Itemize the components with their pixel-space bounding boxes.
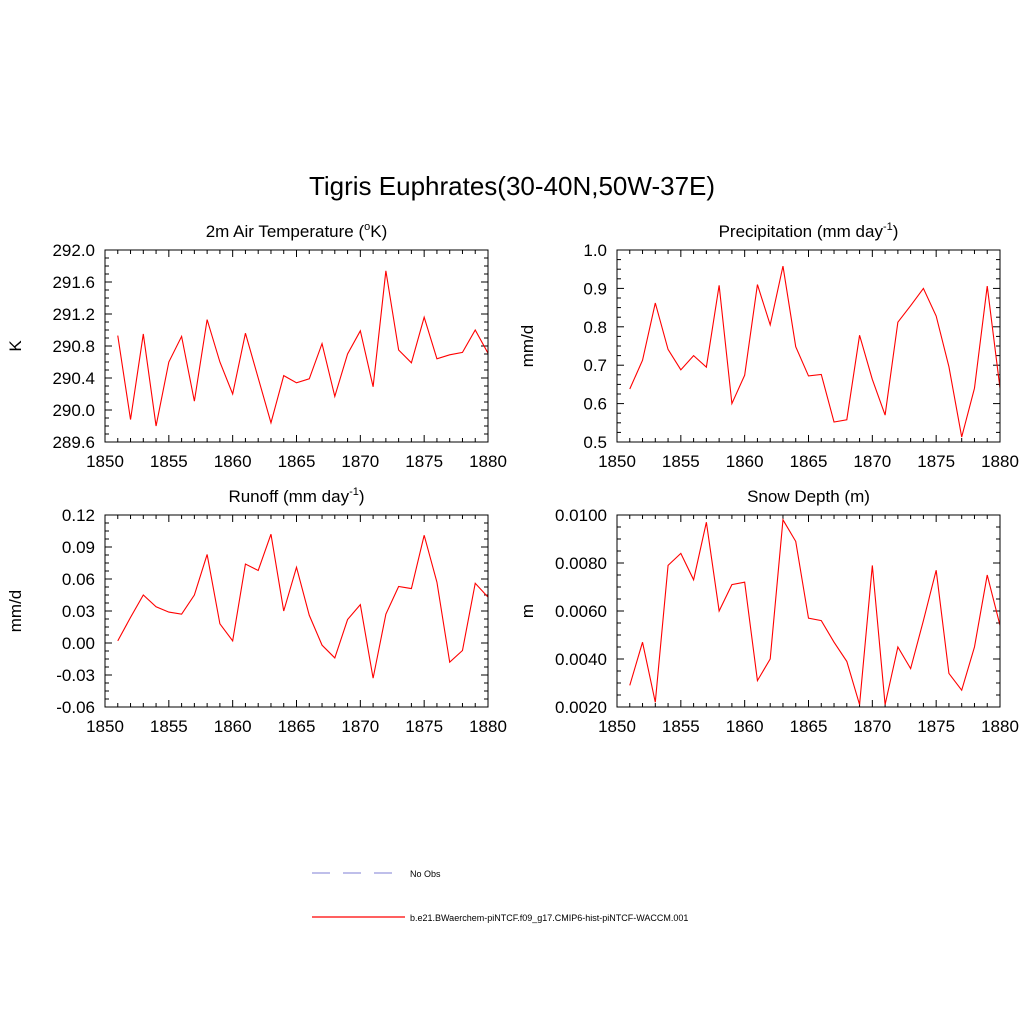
panel-title-main: 2m Air Temperature (	[206, 222, 365, 241]
y-tick-label: 0.9	[583, 279, 607, 298]
y-tick-label: 0.0060	[555, 602, 607, 621]
panel-title-main: Snow Depth (m)	[747, 487, 870, 506]
x-tick-label: 1855	[662, 717, 700, 736]
panel-title-main: Runoff (mm day	[228, 487, 349, 506]
x-tick-label: 1855	[662, 452, 700, 471]
x-tick-label: 1880	[469, 717, 507, 736]
y-tick-label: 0.6	[583, 395, 607, 414]
x-tick-label: 1865	[278, 452, 316, 471]
x-tick-label: 1860	[214, 452, 252, 471]
x-tick-label: 1850	[86, 452, 124, 471]
panel-precipitation: Precipitation (mm day-1) mm/d 1850 1855 1860…	[518, 221, 1019, 471]
x-tick-label: 1865	[790, 452, 828, 471]
y-axis-label: mm/d	[518, 325, 537, 368]
y-tick-label: 0.12	[62, 506, 95, 525]
x-tick-label: 1870	[853, 717, 891, 736]
x-tick-label: 1860	[214, 717, 252, 736]
legend-label-no-obs: No Obs	[410, 869, 441, 879]
y-tick-label: 291.2	[52, 305, 95, 324]
panel-title: Runoff (mm day-1)	[228, 486, 364, 506]
y-axis-label: mm/d	[6, 590, 25, 633]
panel-title-end: )	[893, 222, 899, 241]
y-tick-label: 0.06	[62, 570, 95, 589]
y-tick-label: 0.0040	[555, 650, 607, 669]
x-tick-label: 1850	[598, 717, 636, 736]
panel-title-superscript: o	[364, 221, 370, 233]
x-tick-label: 1850	[598, 452, 636, 471]
y-tick-label: -0.03	[56, 666, 95, 685]
panel-title-main: Precipitation (mm day	[719, 222, 884, 241]
x-tick-label: 1875	[405, 452, 443, 471]
x-tick-label: 1870	[341, 717, 379, 736]
legend: No Obs b.e21.BWaerchem-piNTCF.f09_g17.CM…	[312, 869, 688, 923]
y-tick-label: 0.5	[583, 433, 607, 452]
y-tick-label: 290.4	[52, 369, 95, 388]
x-tick-label: 1855	[150, 717, 188, 736]
x-tick-label: 1855	[150, 452, 188, 471]
x-tick-label: 1880	[469, 452, 507, 471]
series-line	[629, 518, 1001, 705]
x-tick-label: 1880	[981, 452, 1019, 471]
y-tick-label: 292.0	[52, 241, 95, 260]
panel-title: Snow Depth (m)	[747, 487, 870, 506]
plot-frame	[104, 514, 489, 708]
series-line	[629, 266, 1001, 438]
x-tick-label: 1865	[790, 717, 828, 736]
panel-runoff: Runoff (mm day-1) mm/d 1850 1855 1860 1865 187…	[6, 486, 507, 736]
plot-frame	[616, 514, 1001, 708]
x-tick-label: 1860	[726, 717, 764, 736]
y-tick-label: 0.0080	[555, 554, 607, 573]
x-tick-label: 1880	[981, 717, 1019, 736]
x-tick-label: 1870	[341, 452, 379, 471]
panel-title-end: K)	[370, 222, 387, 241]
y-axis-label: K	[6, 340, 25, 352]
y-tick-label: 0.09	[62, 538, 95, 557]
y-tick-label: -0.06	[56, 698, 95, 717]
x-tick-label: 1875	[405, 717, 443, 736]
y-tick-label: 290.0	[52, 401, 95, 420]
panel-title-superscript: -1	[349, 486, 359, 498]
y-tick-label: 1.0	[583, 241, 607, 260]
y-tick-label: 0.8	[583, 318, 607, 337]
x-tick-label: 1875	[917, 717, 955, 736]
x-tick-label: 1870	[853, 452, 891, 471]
panel-air-temperature: 2m Air Temperature (oK) K 1850 1855 1860 1865…	[6, 221, 507, 471]
y-tick-label: 290.8	[52, 337, 95, 356]
plot-frame	[616, 249, 1001, 443]
y-tick-label: 0.0020	[555, 698, 607, 717]
x-tick-label: 1865	[278, 717, 316, 736]
series-line	[117, 270, 489, 427]
panel-title: 2m Air Temperature (oK)	[206, 221, 388, 241]
y-tick-label: 0.00	[62, 634, 95, 653]
x-tick-label: 1860	[726, 452, 764, 471]
y-axis-label: m	[518, 604, 537, 618]
y-tick-label: 289.6	[52, 433, 95, 452]
series-line	[117, 534, 489, 679]
legend-label-model: b.e21.BWaerchem-piNTCF.f09_g17.CMIP6-his…	[410, 913, 688, 923]
x-tick-label: 1875	[917, 452, 955, 471]
panel-title-superscript: -1	[883, 221, 893, 233]
panel-title: Precipitation (mm day-1)	[719, 221, 899, 241]
panel-title-end: )	[359, 487, 365, 506]
y-tick-label: 0.0100	[555, 506, 607, 525]
plot-frame	[104, 249, 489, 443]
x-tick-label: 1850	[86, 717, 124, 736]
figure-title: Tigris Euphrates(30-40N,50W-37E)	[309, 171, 715, 201]
y-tick-label: 0.03	[62, 602, 95, 621]
y-tick-label: 0.7	[583, 356, 607, 375]
y-tick-label: 291.6	[52, 273, 95, 292]
panel-snow-depth: Snow Depth (m) m 1850 1855 1860 1865 1870 1875 1…	[518, 487, 1019, 736]
